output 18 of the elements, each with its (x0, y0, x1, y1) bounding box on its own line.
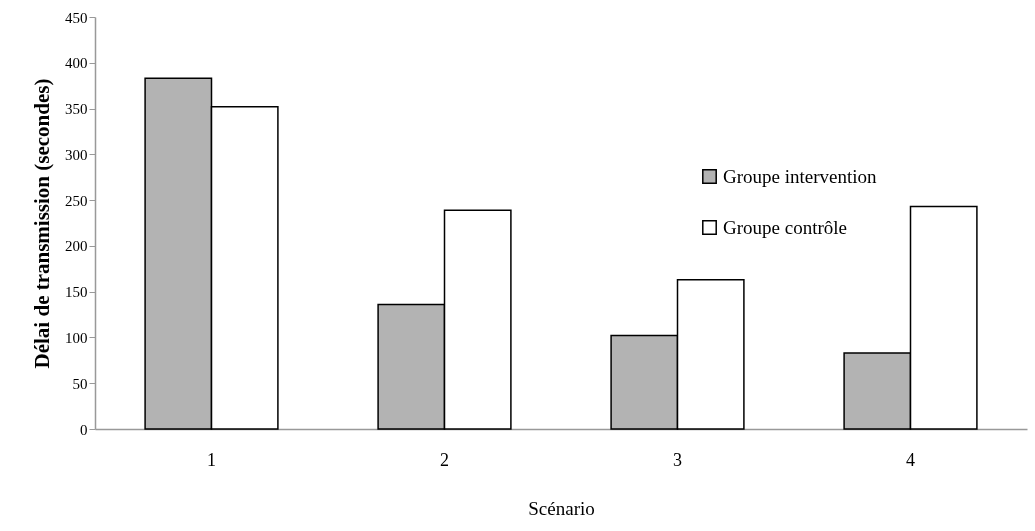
legend-label: Groupe contrôle (723, 216, 847, 238)
x-tick-label: 1 (207, 449, 216, 470)
x-axis-title: Scénario (528, 497, 595, 519)
y-tick-label: 250 (65, 192, 88, 209)
y-tick-label: 50 (72, 375, 88, 392)
x-tick-label: 4 (906, 449, 915, 470)
y-tick-label: 300 (65, 146, 88, 163)
legend-label: Groupe intervention (723, 165, 878, 187)
x-tick-label: 3 (673, 449, 682, 470)
y-tick-label: 0 (80, 421, 88, 438)
y-tick-label: 350 (65, 101, 88, 118)
y-tick-label: 200 (65, 238, 88, 255)
y-tick-label: 150 (65, 284, 88, 301)
y-tick-label: 100 (65, 329, 88, 346)
y-axis-title: Délai de transmission (secondes) (30, 78, 54, 369)
x-tick-label: 2 (440, 449, 449, 470)
y-tick-label: 400 (65, 55, 88, 72)
y-tick-label: 450 (65, 9, 88, 26)
